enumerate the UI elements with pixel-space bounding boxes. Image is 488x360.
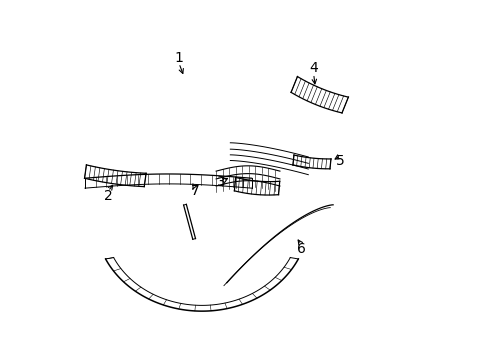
Text: 1: 1	[174, 51, 183, 65]
Text: 6: 6	[296, 242, 305, 256]
Text: 5: 5	[335, 153, 344, 167]
Text: 4: 4	[308, 61, 317, 75]
Text: 2: 2	[103, 189, 112, 203]
Text: 3: 3	[217, 175, 225, 189]
Text: 7: 7	[190, 184, 199, 198]
